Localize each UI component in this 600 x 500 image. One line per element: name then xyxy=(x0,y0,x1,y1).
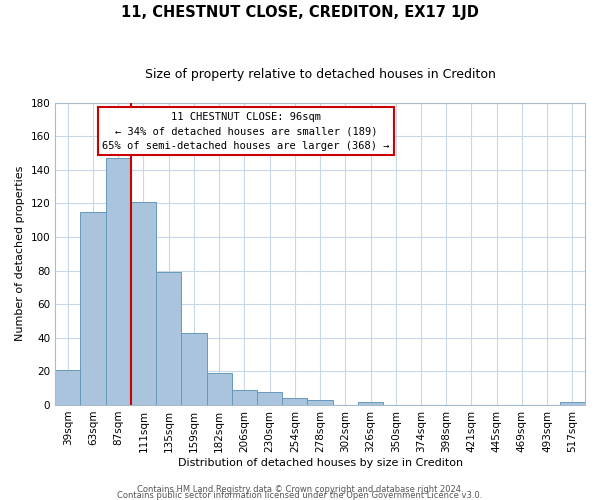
Bar xyxy=(282,398,307,405)
Title: Size of property relative to detached houses in Crediton: Size of property relative to detached ho… xyxy=(145,68,496,80)
Bar xyxy=(358,402,383,405)
Text: Contains HM Land Registry data © Crown copyright and database right 2024.: Contains HM Land Registry data © Crown c… xyxy=(137,484,463,494)
Text: 11 CHESTNUT CLOSE: 96sqm
← 34% of detached houses are smaller (189)
65% of semi-: 11 CHESTNUT CLOSE: 96sqm ← 34% of detach… xyxy=(102,112,389,151)
Bar xyxy=(80,212,106,405)
Bar xyxy=(55,370,80,405)
Bar xyxy=(156,272,181,405)
Bar xyxy=(206,373,232,405)
X-axis label: Distribution of detached houses by size in Crediton: Distribution of detached houses by size … xyxy=(178,458,463,468)
Bar xyxy=(307,400,332,405)
Bar xyxy=(232,390,257,405)
Bar xyxy=(181,332,206,405)
Bar xyxy=(131,202,156,405)
Text: Contains public sector information licensed under the Open Government Licence v3: Contains public sector information licen… xyxy=(118,490,482,500)
Bar xyxy=(106,158,131,405)
Bar xyxy=(560,402,585,405)
Bar xyxy=(257,392,282,405)
Text: 11, CHESTNUT CLOSE, CREDITON, EX17 1JD: 11, CHESTNUT CLOSE, CREDITON, EX17 1JD xyxy=(121,5,479,20)
Y-axis label: Number of detached properties: Number of detached properties xyxy=(15,166,25,342)
